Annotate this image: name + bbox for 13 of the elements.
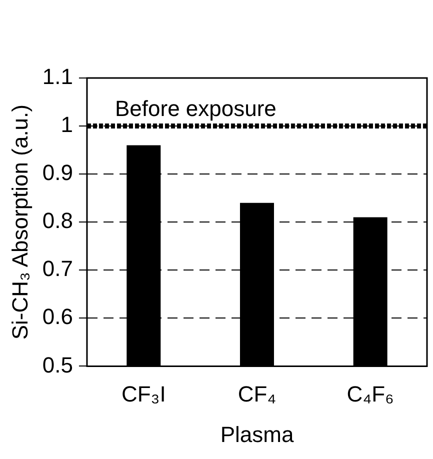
y-axis-title: Si-CH₃ Absorption (a.u.)	[7, 104, 32, 340]
y-tick-label: 0.5	[42, 352, 73, 378]
x-tick-label: CF₃I	[121, 381, 166, 406]
y-tick-label: 1	[60, 112, 73, 138]
y-tick-label: 0.7	[42, 256, 73, 282]
y-tick-label: 0.9	[42, 160, 73, 186]
y-tick-label: 0.8	[42, 208, 73, 234]
x-tick-label: CF₄	[238, 381, 276, 406]
y-tick-label: 1.1	[42, 64, 73, 90]
ref-line-label: Before exposure	[114, 96, 276, 122]
x-tick-label: C₄F₆	[346, 381, 394, 406]
y-tick-label: 0.6	[42, 304, 73, 330]
x-axis-title: Plasma	[220, 422, 294, 447]
